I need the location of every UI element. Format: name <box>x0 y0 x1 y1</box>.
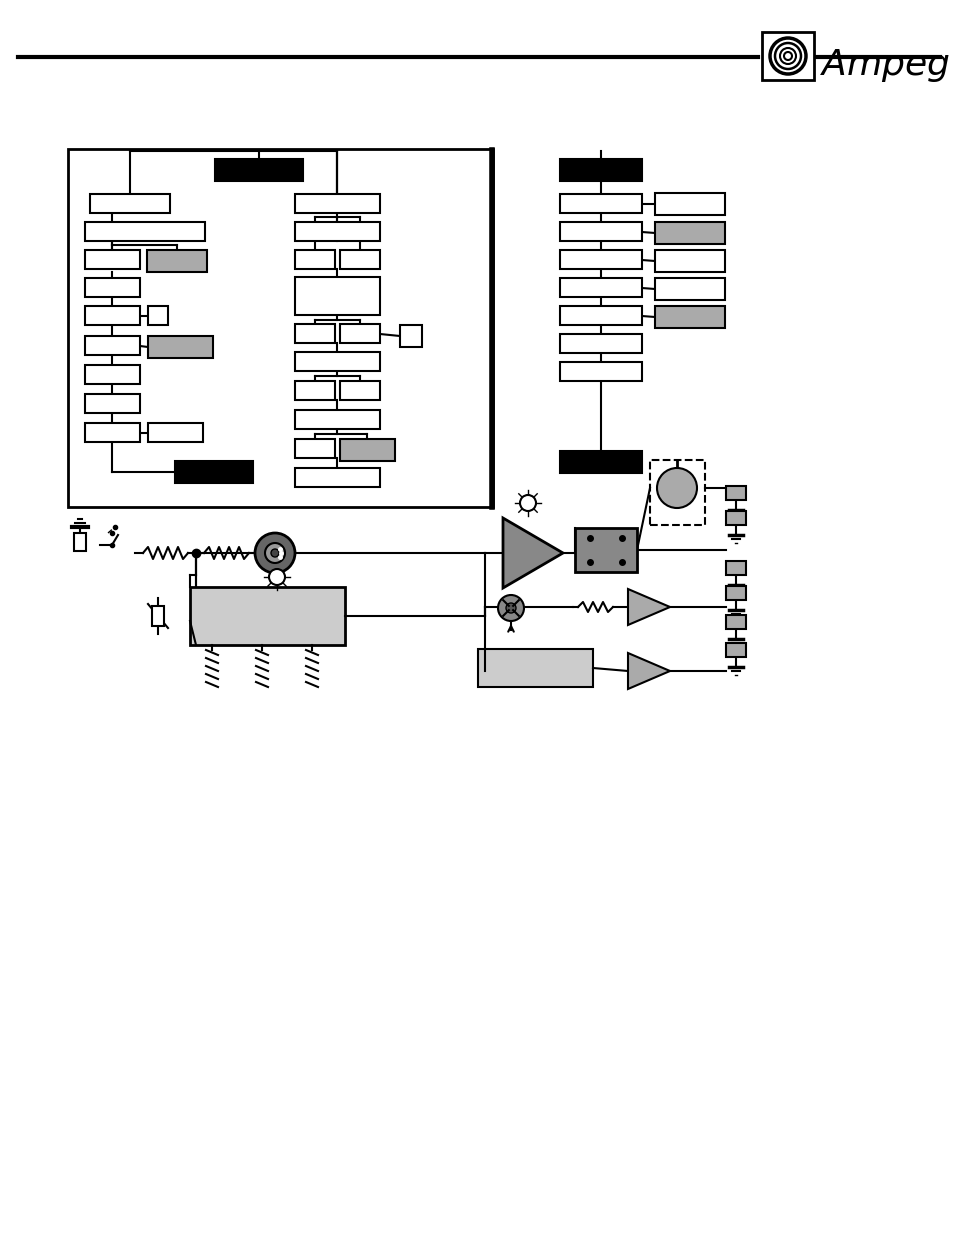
Bar <box>725 561 745 576</box>
Bar <box>85 336 140 354</box>
Bar <box>294 222 379 241</box>
Bar <box>190 587 345 645</box>
Bar <box>725 585 745 600</box>
Circle shape <box>519 495 536 511</box>
Bar <box>294 277 379 315</box>
Bar <box>85 306 140 325</box>
Bar <box>575 529 637 572</box>
Bar <box>90 194 170 212</box>
Bar <box>559 278 641 296</box>
Bar <box>559 362 641 382</box>
Bar <box>85 249 140 269</box>
Bar <box>294 438 335 458</box>
Bar <box>294 468 379 487</box>
Circle shape <box>271 550 278 557</box>
Bar <box>294 352 379 370</box>
Bar <box>559 222 641 241</box>
Bar <box>294 410 379 429</box>
Bar <box>148 306 168 325</box>
Bar <box>559 249 641 269</box>
Bar <box>477 650 593 687</box>
Bar <box>649 459 704 525</box>
Bar <box>559 194 641 212</box>
Bar <box>725 511 745 525</box>
Bar <box>339 438 395 461</box>
Bar <box>559 451 641 473</box>
Bar <box>152 606 164 626</box>
Bar <box>559 306 641 325</box>
Circle shape <box>265 543 285 563</box>
Bar <box>725 487 745 500</box>
Circle shape <box>254 534 294 573</box>
Bar <box>85 366 140 384</box>
Bar <box>761 32 813 80</box>
Bar <box>68 149 493 508</box>
Bar <box>85 278 140 296</box>
Bar <box>294 324 335 343</box>
Polygon shape <box>627 653 669 689</box>
Circle shape <box>657 468 697 508</box>
Bar <box>174 461 253 483</box>
Polygon shape <box>502 517 562 588</box>
Bar <box>559 333 641 353</box>
Bar <box>339 249 379 269</box>
Bar <box>655 222 724 245</box>
Bar <box>85 394 140 412</box>
Bar <box>85 424 140 442</box>
Bar <box>725 615 745 629</box>
Bar <box>655 306 724 329</box>
Bar <box>147 249 207 272</box>
Bar <box>85 222 205 241</box>
Bar <box>655 249 724 272</box>
Circle shape <box>505 603 516 613</box>
Bar <box>655 193 724 215</box>
Bar <box>399 325 421 347</box>
Bar <box>214 159 303 182</box>
Bar <box>559 159 641 182</box>
Bar <box>294 249 335 269</box>
Polygon shape <box>627 589 669 625</box>
Bar <box>339 324 379 343</box>
Bar <box>74 534 86 551</box>
Bar <box>148 336 213 358</box>
Bar <box>655 278 724 300</box>
Bar <box>725 643 745 657</box>
Bar <box>148 424 203 442</box>
Bar <box>294 194 379 212</box>
Bar <box>294 382 335 400</box>
Bar <box>339 382 379 400</box>
Text: $\it{Ampeg}$: $\it{Ampeg}$ <box>820 47 949 84</box>
Circle shape <box>269 569 285 585</box>
Circle shape <box>497 595 523 621</box>
